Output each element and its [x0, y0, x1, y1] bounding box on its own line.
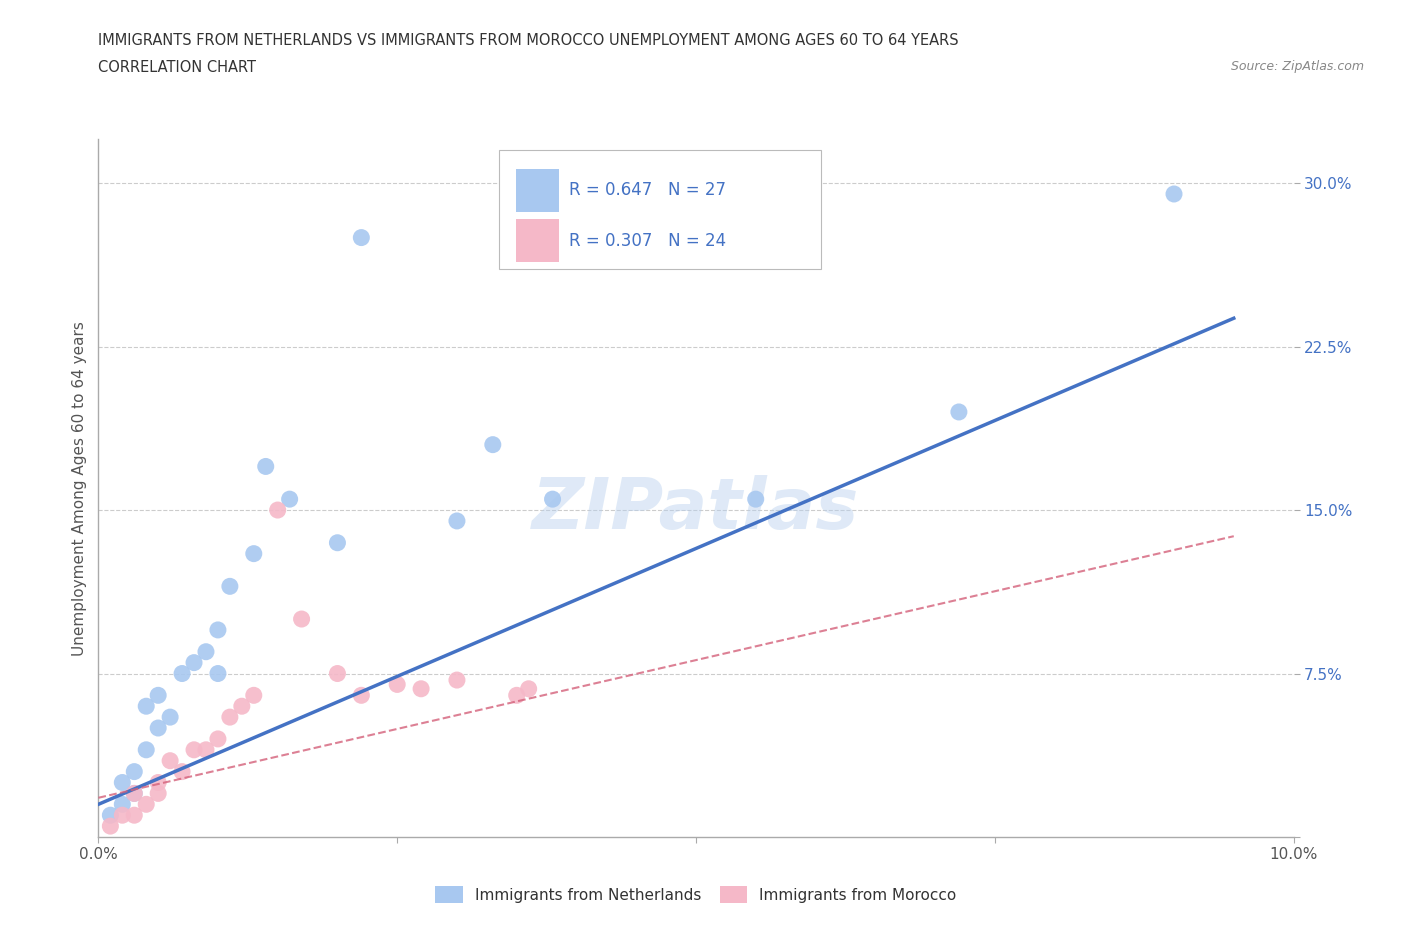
Point: [183, 655, 205, 670]
Point: [481, 437, 505, 452]
Point: [194, 742, 218, 757]
FancyBboxPatch shape: [516, 169, 558, 212]
Legend: Immigrants from Netherlands, Immigrants from Morocco: Immigrants from Netherlands, Immigrants …: [429, 880, 963, 910]
Point: [411, 682, 433, 697]
Point: [385, 677, 409, 692]
Y-axis label: Unemployment Among Ages 60 to 64 years: Unemployment Among Ages 60 to 64 years: [72, 321, 87, 656]
Point: [124, 808, 146, 823]
Point: [290, 612, 312, 627]
Point: [207, 622, 229, 637]
Point: [135, 698, 157, 713]
Point: [326, 666, 349, 681]
Text: CORRELATION CHART: CORRELATION CHART: [98, 60, 256, 75]
Point: [159, 753, 181, 768]
Point: [98, 818, 122, 833]
Point: [541, 492, 564, 507]
Point: [1163, 187, 1185, 202]
Point: [124, 786, 146, 801]
Point: [207, 732, 229, 747]
Point: [446, 672, 468, 687]
Point: [267, 502, 290, 517]
Point: [172, 764, 194, 779]
Point: [111, 808, 134, 823]
Text: R = 0.647   N = 27: R = 0.647 N = 27: [569, 181, 727, 199]
Point: [219, 578, 242, 593]
FancyBboxPatch shape: [499, 150, 821, 269]
Point: [254, 459, 277, 474]
Point: [124, 786, 146, 801]
Point: [745, 492, 768, 507]
Point: [183, 742, 205, 757]
Point: [278, 492, 301, 507]
Point: [148, 775, 170, 790]
Point: [446, 513, 468, 528]
Point: [111, 797, 134, 812]
Point: [350, 688, 373, 703]
Point: [172, 666, 194, 681]
Text: R = 0.307   N = 24: R = 0.307 N = 24: [569, 232, 727, 249]
Point: [243, 688, 266, 703]
Point: [148, 721, 170, 736]
Point: [243, 546, 266, 561]
Point: [135, 742, 157, 757]
Point: [135, 797, 157, 812]
Point: [194, 644, 218, 659]
Point: [517, 682, 540, 697]
Point: [159, 710, 181, 724]
Point: [326, 536, 349, 551]
Text: IMMIGRANTS FROM NETHERLANDS VS IMMIGRANTS FROM MOROCCO UNEMPLOYMENT AMONG AGES 6: IMMIGRANTS FROM NETHERLANDS VS IMMIGRANT…: [98, 33, 959, 47]
Point: [148, 786, 170, 801]
Point: [111, 775, 134, 790]
Text: Source: ZipAtlas.com: Source: ZipAtlas.com: [1230, 60, 1364, 73]
Point: [506, 688, 529, 703]
Text: ZIPatlas: ZIPatlas: [533, 474, 859, 544]
Point: [124, 764, 146, 779]
Point: [231, 698, 253, 713]
Point: [148, 688, 170, 703]
Point: [948, 405, 970, 419]
Point: [207, 666, 229, 681]
Point: [98, 808, 122, 823]
Point: [219, 710, 242, 724]
Point: [350, 230, 373, 245]
FancyBboxPatch shape: [516, 219, 558, 262]
